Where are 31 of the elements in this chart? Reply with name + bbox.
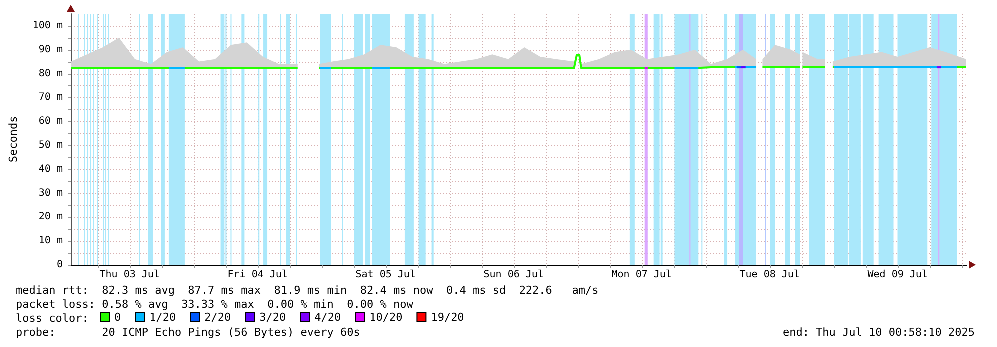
legend-label: 0 bbox=[114, 311, 122, 324]
legend-title: loss color: bbox=[16, 312, 89, 325]
x-tick-label: Thu 03 Jul bbox=[100, 270, 160, 280]
text: median rtt: 82.3 ms avg 87.7 ms max 81.9 ms min 82.4 ms now 0.4 ms sd 222.6 am/s bbox=[16, 284, 599, 297]
legend-label: 2/20 bbox=[204, 311, 232, 324]
y-axis-title: Seconds bbox=[7, 116, 20, 163]
y-tick-label: 80 m bbox=[38, 68, 63, 80]
x-tick-label: Sun 06 Jul bbox=[484, 270, 544, 280]
legend-label: 1/20 bbox=[150, 311, 176, 324]
x-tick-label: Mon 07 Jul bbox=[612, 270, 672, 280]
x-tick-label: Wed 09 Jul bbox=[868, 270, 928, 280]
legend-label: 4/20 bbox=[314, 311, 342, 324]
x-tick-label: Sat 05 Jul bbox=[356, 270, 416, 280]
legend-label: 10/20 bbox=[370, 311, 403, 324]
x-tick-label: Fri 04 Jul bbox=[228, 270, 288, 280]
y-tick-label: 0 bbox=[56, 260, 63, 270]
y-tick-label: 60 m bbox=[38, 116, 63, 128]
text: probe: 20 ICMP Echo Pings (56 Bytes) every 60s bbox=[16, 326, 360, 339]
y-tick-label: 20 m bbox=[38, 212, 63, 223]
legend-label: 19/20 bbox=[431, 311, 464, 324]
legend-label: 3/20 bbox=[260, 311, 286, 324]
x-tick-label: Tue 08 Jul bbox=[740, 270, 800, 280]
text: packet loss: 0.58 % avg 33.33 % max 0.00 % min 0.00 % now bbox=[16, 298, 414, 311]
y-tick-label: 90 m bbox=[38, 44, 63, 56]
y-tick-label: 50 m bbox=[38, 140, 63, 151]
y-tick-label: 30 m bbox=[38, 188, 63, 199]
text: end: Thu Jul 10 00:58:10 2025 bbox=[782, 326, 976, 339]
y-tick-label: 40 m bbox=[38, 164, 63, 175]
y-tick-label: 100 m bbox=[32, 20, 63, 32]
y-tick-label: 70 m bbox=[38, 92, 63, 104]
y-tick-label: 10 m bbox=[38, 236, 63, 247]
